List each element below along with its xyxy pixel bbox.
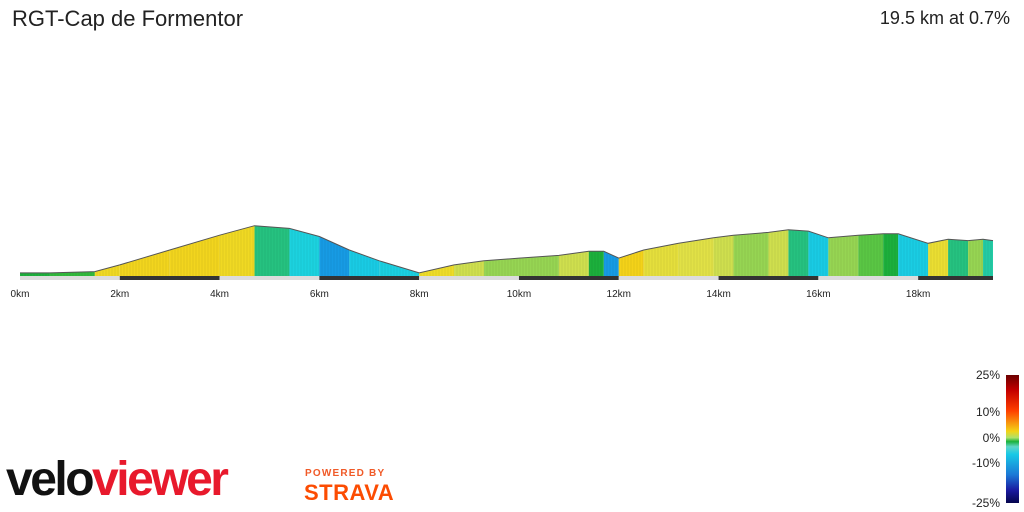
distance-axis (20, 276, 993, 280)
profile-segment (618, 250, 644, 277)
distance-band (818, 276, 919, 280)
profile-segment (678, 237, 714, 277)
x-tick-label: 18km (906, 289, 930, 300)
profile-segment (558, 251, 589, 277)
gradient-legend: 25% 10% 0% -10% -25% (954, 366, 1024, 512)
distance-band (319, 276, 420, 280)
veloviewer-logo: veloviewer (6, 452, 229, 507)
logo-velo: velo (6, 453, 95, 506)
profile-segment (254, 225, 290, 277)
profile-segment (119, 250, 170, 277)
powered-by-label: POWERED BY (305, 468, 386, 479)
legend-label-10: 10% (975, 405, 1000, 419)
profile-segment (289, 228, 320, 277)
distance-band (918, 276, 993, 280)
profile-segment (858, 233, 884, 277)
profile-segment (768, 229, 789, 277)
profile-segment (94, 264, 120, 277)
profile-segment (349, 250, 380, 277)
profile-segment (828, 235, 859, 277)
tick-label-group: 0km 2km 4km 6km 8km 10km 12km 14km 16km 18km (11, 289, 931, 300)
legend-label-minus-25: -25% (971, 496, 1000, 510)
profile-segment (169, 235, 220, 277)
distance-band (119, 276, 220, 280)
profile-segment (948, 239, 969, 277)
x-tick-label: 0km (11, 289, 30, 300)
profile-grain-group (21, 226, 992, 277)
profile-segment (588, 251, 604, 277)
x-tick-label: 14km (706, 289, 730, 300)
distance-band (419, 276, 519, 280)
profile-segment (603, 251, 619, 277)
profile-segment (898, 233, 929, 277)
legend-label-minus-10: -10% (971, 456, 1000, 470)
profile-segment (454, 260, 485, 277)
route-title: RGT-Cap de Formentor (12, 6, 244, 31)
profile-segment (733, 232, 769, 277)
profile-segment (419, 264, 455, 277)
profile-segment (983, 239, 993, 277)
profile-segment (518, 255, 559, 277)
logo-viewer: viewer (92, 453, 229, 506)
profile-segment (20, 272, 50, 277)
profile-segment (788, 229, 809, 277)
distance-band (718, 276, 819, 280)
x-tick-label: 10km (507, 289, 531, 300)
distance-band (518, 276, 619, 280)
x-tick-label: 16km (806, 289, 830, 300)
distance-band (618, 276, 719, 280)
distance-band (219, 276, 320, 280)
profile-segment (928, 239, 949, 277)
profile-segment (643, 243, 679, 277)
distance-band (20, 276, 120, 280)
profile-segment (484, 258, 519, 277)
x-tick-label: 2km (110, 289, 129, 300)
gradient-color-scale (1006, 375, 1019, 503)
legend-label-25: 25% (975, 368, 1000, 382)
route-summary: 19.5 km at 0.7% (879, 8, 1010, 28)
profile-segment (219, 225, 255, 277)
strava-logo: STRAVA (304, 480, 395, 505)
x-tick-label: 8km (410, 289, 429, 300)
profile-segment (883, 233, 899, 277)
profile-segment (968, 239, 984, 277)
x-tick-label: 4km (210, 289, 229, 300)
x-tick-label: 12km (607, 289, 631, 300)
profile-segment (713, 235, 734, 277)
legend-label-0: 0% (982, 431, 1000, 445)
profile-segment (379, 260, 420, 277)
x-tick-label: 6km (310, 289, 329, 300)
profile-outline (20, 225, 994, 274)
profile-fill-group (20, 225, 993, 277)
profile-segment (808, 231, 829, 277)
